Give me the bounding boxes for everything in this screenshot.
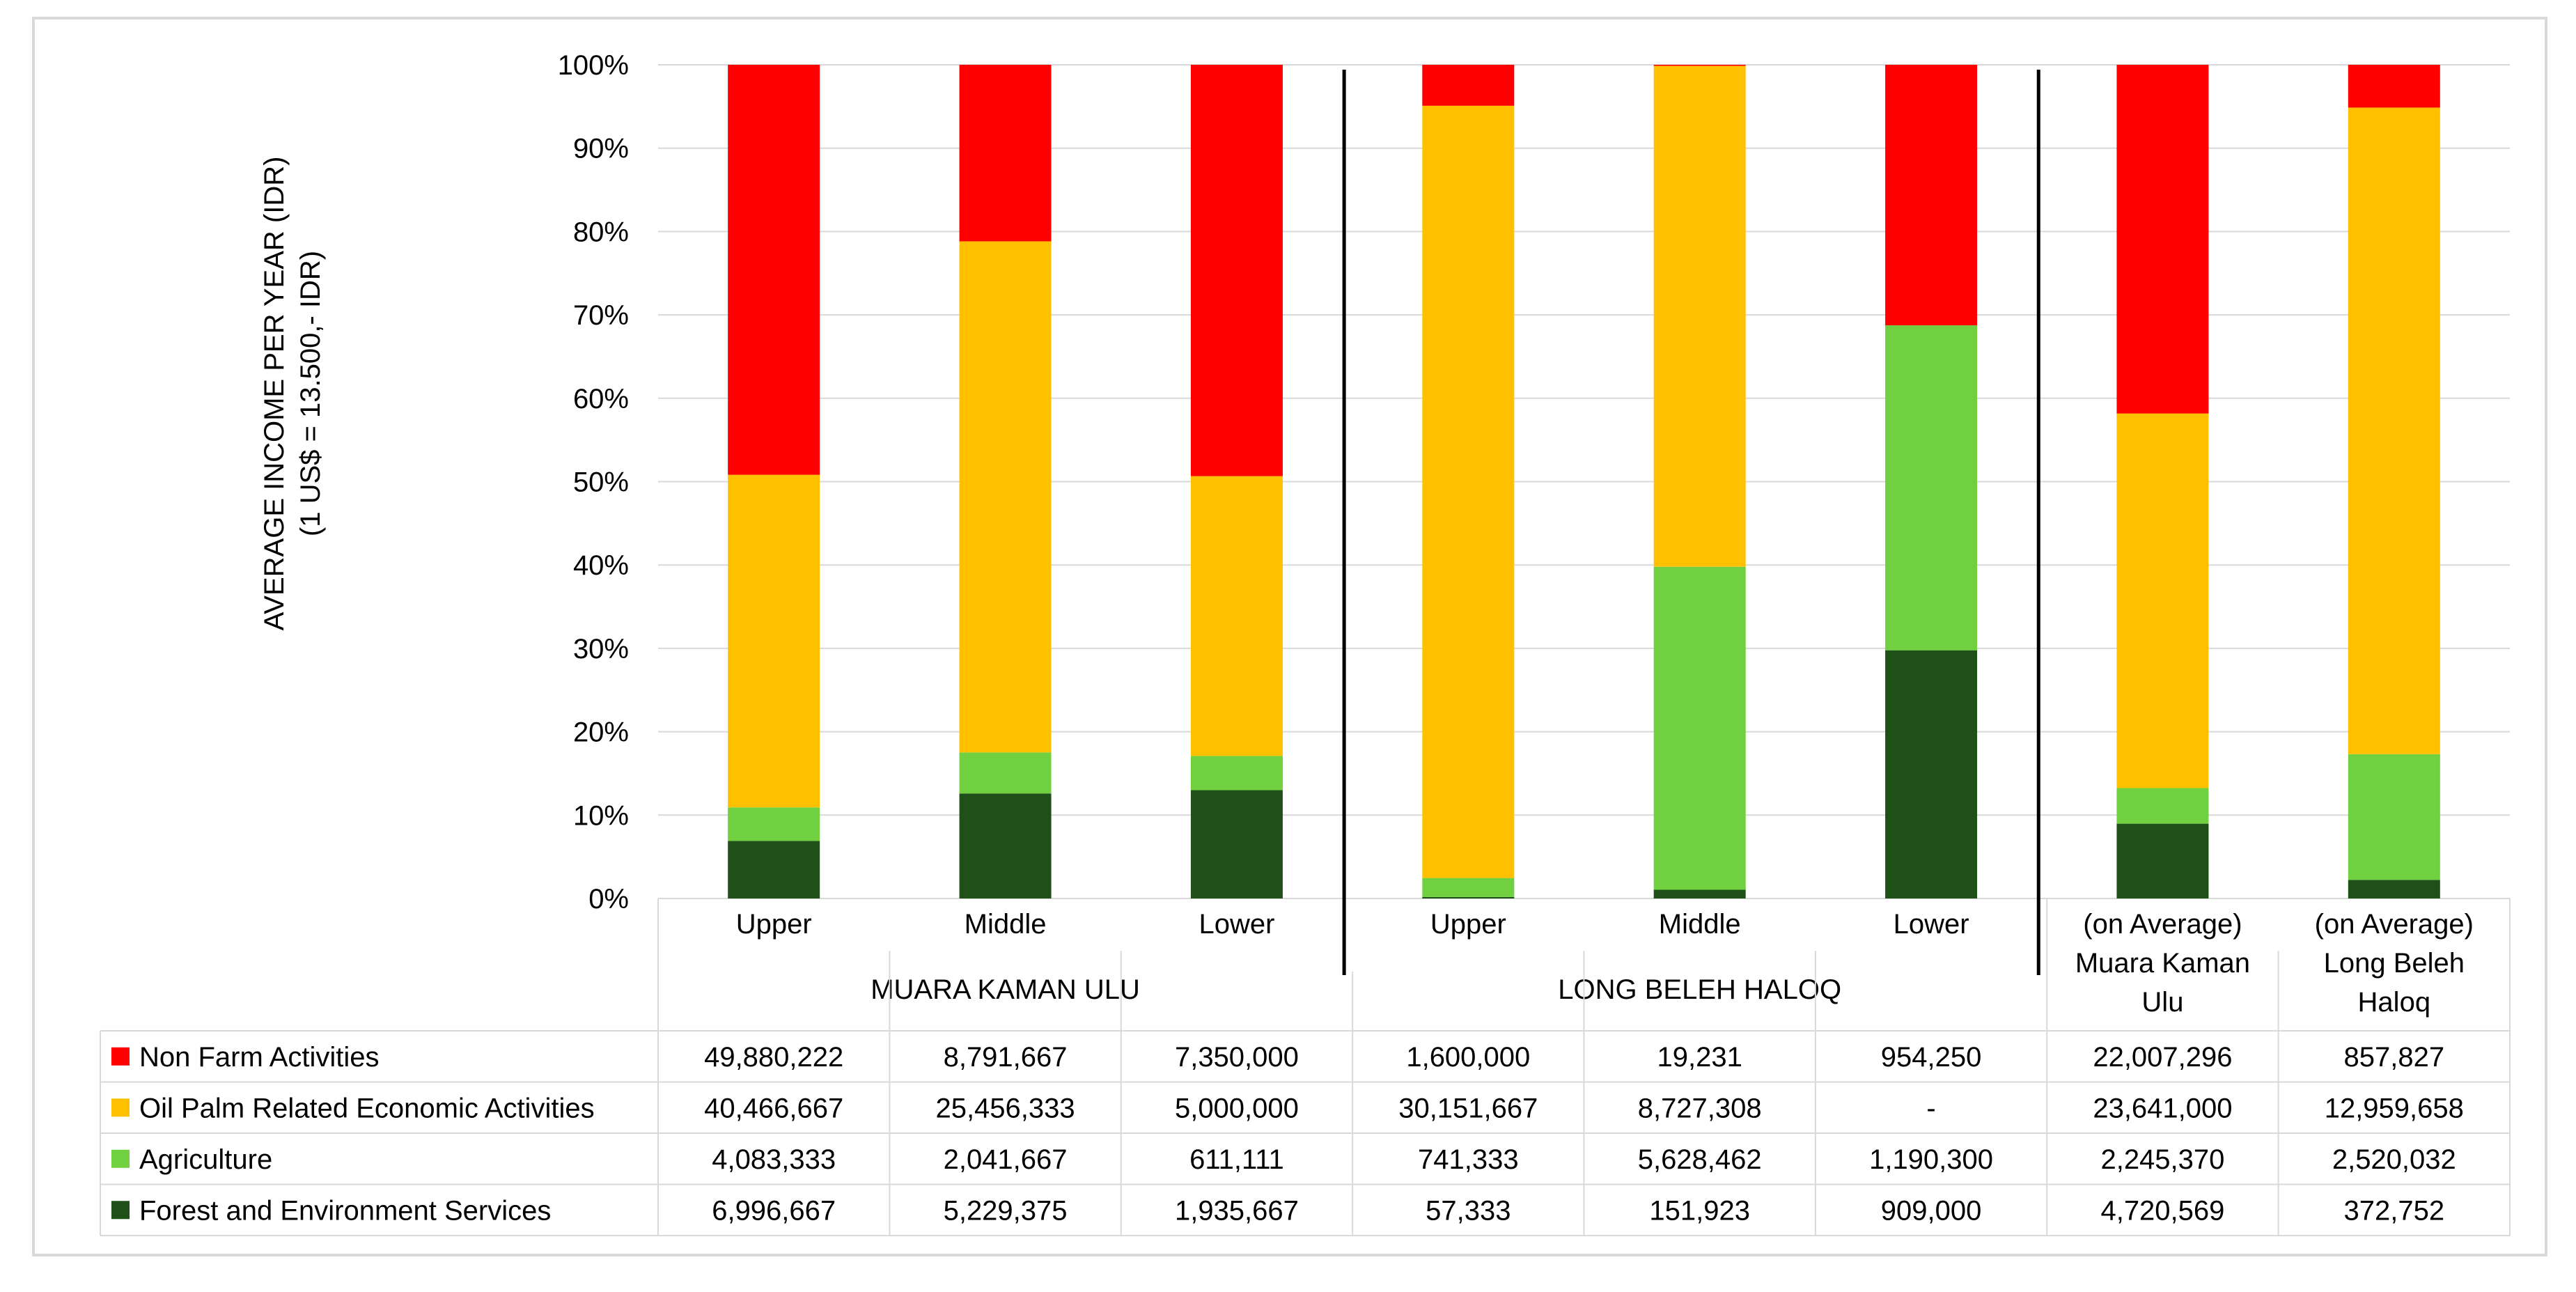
y-tick-label: 20% <box>573 717 629 748</box>
table-cell-value: 151,923 <box>1649 1195 1750 1226</box>
legend-swatch <box>111 1047 130 1066</box>
y-tick-label: 90% <box>573 134 629 164</box>
x-category-label: Upper <box>736 909 812 940</box>
x-category-label: (on Average) <box>2315 909 2474 940</box>
bar-segment <box>2348 880 2440 898</box>
bar-segment <box>1190 756 1283 791</box>
x-category-label: Upper <box>1430 909 1506 940</box>
y-tick-label: 40% <box>573 550 629 581</box>
table-cell-value: 1,190,300 <box>1869 1144 1993 1175</box>
bar-segment <box>1653 65 1746 567</box>
y-tick-label: 10% <box>573 800 629 831</box>
table-cell-value: 12,959,658 <box>2325 1093 2464 1123</box>
bar-segment <box>728 474 820 808</box>
chart-frame <box>32 17 2547 1256</box>
bar-segment <box>1653 889 1746 898</box>
x-group-label: MUARA KAMAN ULU <box>871 974 1140 1005</box>
y-tick-label: 0% <box>588 884 629 914</box>
bar-segment <box>1885 65 1978 326</box>
legend-swatch <box>111 1098 130 1117</box>
bar-segment <box>2348 65 2440 108</box>
legend-label: Non Farm Activities <box>139 1042 380 1073</box>
bar-segment <box>1885 650 1978 898</box>
y-tick-label: 100% <box>558 50 629 81</box>
bar-segment <box>1190 790 1283 898</box>
bar-segment <box>959 241 1052 753</box>
x-group-label: LONG BELEH HALOQ <box>1558 974 1841 1005</box>
x-category-label: Ulu <box>2141 987 2183 1018</box>
bar-segment <box>1422 896 1515 898</box>
table-cell-value: 25,456,333 <box>935 1093 1075 1123</box>
x-category-label: Haloq <box>2358 987 2431 1018</box>
table-cell-value: 6,996,667 <box>712 1195 836 1226</box>
legend-swatch <box>111 1149 130 1168</box>
bar-segment <box>728 841 820 898</box>
bar-segment <box>1190 476 1283 756</box>
table-cell-value: 23,641,000 <box>2093 1093 2232 1123</box>
bar-segment <box>959 793 1052 898</box>
table-cell-value: 7,350,000 <box>1175 1042 1299 1073</box>
y-tick-label: 70% <box>573 300 629 331</box>
bar-segment <box>1653 65 1746 66</box>
legend-swatch <box>111 1201 130 1220</box>
table-cell-value: 2,520,032 <box>2332 1144 2456 1175</box>
table-cell-value: 5,229,375 <box>944 1195 1068 1226</box>
table-cell-value: 857,827 <box>2344 1042 2445 1073</box>
legend-label: Forest and Environment Services <box>139 1195 551 1226</box>
bar-segment <box>1422 105 1515 878</box>
table-cell-value: 8,791,667 <box>944 1042 1068 1073</box>
bar-segment <box>1422 65 1515 106</box>
table-cell-value: 909,000 <box>1881 1195 1982 1226</box>
x-category-label: Lower <box>1894 909 1969 940</box>
table-cell-value: 4,720,569 <box>2100 1195 2224 1226</box>
legend-label: Oil Palm Related Economic Activities <box>139 1093 595 1123</box>
table-cell-value: 19,231 <box>1657 1042 1742 1073</box>
y-tick-label: 60% <box>573 384 629 414</box>
x-category-label: Middle <box>965 909 1047 940</box>
x-category-label: Long Beleh <box>2324 948 2465 979</box>
table-cell-value: 1,600,000 <box>1406 1042 1530 1073</box>
table-cell-value: 2,041,667 <box>944 1144 1068 1175</box>
table-cell-value: 40,466,667 <box>704 1093 843 1123</box>
x-category-label: Lower <box>1199 909 1274 940</box>
table-cell-value: 1,935,667 <box>1175 1195 1299 1226</box>
legend-label: Agriculture <box>139 1144 272 1175</box>
bar-segment <box>728 65 820 475</box>
bar-segment <box>1190 65 1283 476</box>
table-cell-value: 2,245,370 <box>2100 1144 2224 1175</box>
bar-segment <box>959 65 1052 242</box>
table-cell-value: 4,083,333 <box>712 1144 836 1175</box>
y-tick-label: 80% <box>573 217 629 247</box>
bar-segment <box>2348 754 2440 880</box>
table-cell-value: 372,752 <box>2344 1195 2445 1226</box>
y-tick-label: 50% <box>573 467 629 498</box>
table-cell-value: 741,333 <box>1418 1144 1519 1175</box>
table-cell-value: 30,151,667 <box>1398 1093 1538 1123</box>
bar-segment <box>2116 413 2209 788</box>
table-cell-value: 5,000,000 <box>1175 1093 1299 1123</box>
table-cell-value: 57,333 <box>1426 1195 1511 1226</box>
bar-segment <box>2116 65 2209 414</box>
table-cell-value: 611,111 <box>1189 1144 1284 1175</box>
y-tick-label: 30% <box>573 634 629 664</box>
bar-segment <box>2116 823 2209 898</box>
table-cell-value: 22,007,296 <box>2093 1042 2232 1073</box>
table-cell-value: 8,727,308 <box>1638 1093 1762 1123</box>
bar-segment <box>2116 788 2209 824</box>
bar-segment <box>959 752 1052 794</box>
x-category-label: Middle <box>1659 909 1741 940</box>
bar-segment <box>2348 107 2440 754</box>
x-category-label: (on Average) <box>2083 909 2242 940</box>
table-cell-value: - <box>1926 1093 1935 1123</box>
bar-segment <box>1885 325 1978 651</box>
bar-segment <box>1653 566 1746 890</box>
bar-segment <box>1422 878 1515 897</box>
x-category-label: Muara Kaman <box>2075 948 2250 979</box>
bar-segment <box>728 807 820 841</box>
table-cell-value: 49,880,222 <box>704 1042 843 1073</box>
table-cell-value: 954,250 <box>1881 1042 1982 1073</box>
table-cell-value: 5,628,462 <box>1638 1144 1762 1175</box>
